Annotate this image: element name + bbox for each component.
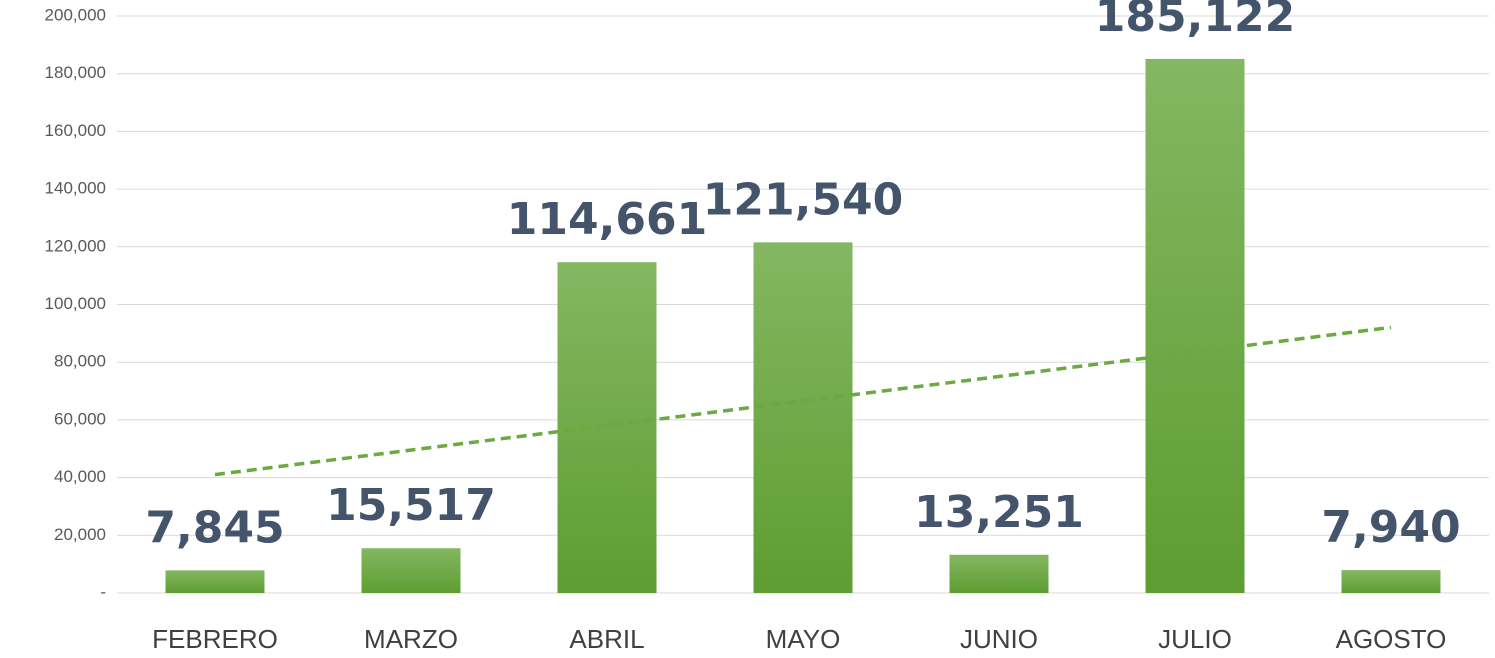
y-tick-label: 40,000 [54,467,106,486]
y-tick-label: 200,000 [45,5,106,24]
bar [165,570,265,593]
data-label: 13,251 [914,487,1084,538]
bar [557,262,657,593]
bar [949,554,1049,593]
x-tick-label: MAYO [766,624,841,654]
y-tick-label: 180,000 [45,63,106,82]
x-tick-label: FEBRERO [152,624,278,654]
bar [1145,58,1245,593]
data-label: 121,540 [703,174,903,225]
data-label: 7,845 [145,502,284,553]
trendline [214,325,1392,477]
y-tick-label: - [100,582,106,601]
x-tick-label: JULIO [1158,624,1232,654]
y-tick-label: 80,000 [54,352,106,371]
x-tick-label: MARZO [364,624,458,654]
y-tick-label: 100,000 [45,294,106,313]
x-tick-label: JUNIO [960,624,1038,654]
bar [1341,570,1441,593]
data-label: 185,122 [1095,0,1295,42]
bar [753,242,853,593]
y-tick-label: 120,000 [45,236,106,255]
y-tick-label: 60,000 [54,409,106,428]
y-tick-label: 20,000 [54,525,106,544]
data-label: 7,940 [1321,502,1460,553]
y-tick-label: 160,000 [45,121,106,140]
data-label: 114,661 [507,194,707,245]
bar [361,548,461,593]
y-tick-label: 140,000 [45,179,106,198]
x-tick-label: AGOSTO [1336,624,1447,654]
data-label: 15,517 [326,480,496,531]
x-tick-label: ABRIL [569,624,644,654]
